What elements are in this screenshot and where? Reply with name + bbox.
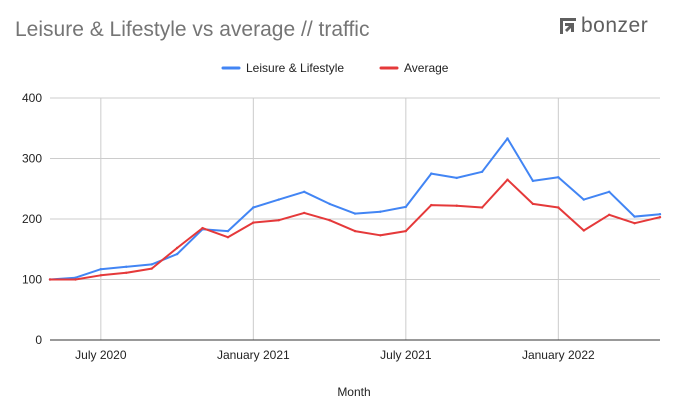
data-point <box>48 278 52 281</box>
data-point <box>455 204 458 207</box>
y-tick-label: 300 <box>22 152 42 166</box>
data-point <box>74 276 77 279</box>
data-point <box>353 212 357 215</box>
data-point <box>658 213 662 216</box>
data-point <box>74 278 77 281</box>
data-point <box>99 268 103 271</box>
data-point <box>531 202 535 206</box>
legend-label: Average <box>404 61 449 75</box>
data-point <box>175 252 179 256</box>
data-point <box>252 221 255 224</box>
grid-layer <box>50 97 660 340</box>
x-tick-label: July 2020 <box>75 348 127 362</box>
series-layer <box>48 137 662 281</box>
data-point <box>582 229 585 232</box>
y-tick-label: 100 <box>22 273 42 287</box>
data-point <box>658 216 662 219</box>
data-point <box>353 229 357 233</box>
data-point <box>404 229 407 233</box>
data-point <box>379 234 382 237</box>
data-point <box>608 190 611 193</box>
data-point <box>557 176 560 179</box>
x-tick-label: January 2021 <box>217 348 290 362</box>
data-point <box>226 229 230 233</box>
data-point <box>226 236 230 239</box>
data-point <box>99 274 103 277</box>
brand-name: bonzer <box>581 14 649 37</box>
data-point <box>404 205 407 209</box>
y-tick-label: 0 <box>35 333 42 347</box>
data-point <box>201 226 204 230</box>
data-point <box>480 206 484 209</box>
bonzer-logo-icon <box>560 18 576 34</box>
y-tick-label: 400 <box>22 91 42 105</box>
data-point <box>480 170 484 173</box>
data-point <box>633 215 636 218</box>
data-point <box>150 267 153 270</box>
data-point <box>303 190 306 193</box>
data-point <box>328 219 331 222</box>
data-point <box>633 222 636 225</box>
data-point <box>125 271 128 274</box>
data-point <box>531 179 535 183</box>
legend-label: Leisure & Lifestyle <box>246 61 344 75</box>
data-point <box>506 178 509 181</box>
series-line-leisure-lifestyle <box>49 137 661 281</box>
axis-layer: 0 100 200 300 400 July 2020 January 2021 July 2… <box>22 91 660 362</box>
data-point <box>277 219 280 222</box>
chart-title: Leisure & Lifestyle vs average // traffi… <box>15 18 370 41</box>
x-tick-label: July 2021 <box>380 348 432 362</box>
data-point <box>430 203 433 207</box>
data-point <box>328 202 331 206</box>
data-point <box>582 198 585 201</box>
data-point <box>125 265 128 268</box>
data-point <box>430 172 433 175</box>
y-tick-label: 200 <box>22 212 42 226</box>
data-point <box>557 206 560 209</box>
data-point <box>150 263 153 266</box>
data-point <box>608 213 611 216</box>
data-point <box>455 176 458 180</box>
data-point <box>175 246 179 250</box>
data-point <box>277 198 280 201</box>
data-point <box>252 206 255 209</box>
data-point <box>303 211 306 215</box>
x-tick-label: January 2022 <box>522 348 595 362</box>
x-axis-title: Month <box>337 385 370 399</box>
data-point <box>506 137 509 140</box>
brand-logo: bonzer <box>560 14 648 38</box>
legend: Leisure & Lifestyle Average <box>221 61 449 75</box>
data-point <box>379 210 382 213</box>
